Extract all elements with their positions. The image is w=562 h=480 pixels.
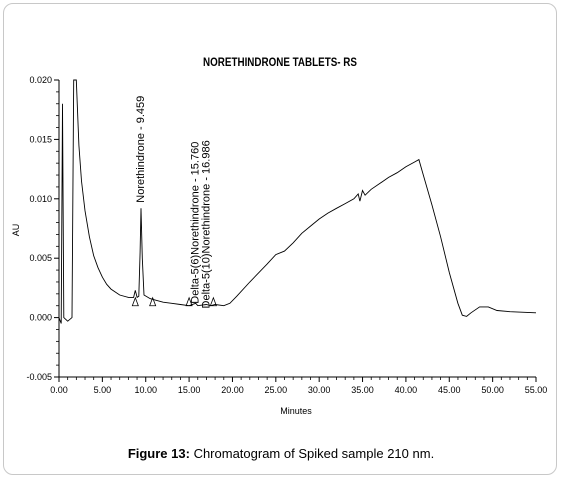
axes	[58, 80, 536, 378]
y-axis-label: AU	[11, 224, 21, 237]
peak-label: Norethindrone - 9.459	[135, 96, 147, 203]
figure-frame	[3, 3, 557, 475]
x-tick-label: 40.00	[395, 385, 418, 395]
x-tick-label: 55.00	[525, 385, 548, 395]
x-tick-label: 45.00	[438, 385, 461, 395]
y-tick-label: 0.015	[29, 134, 52, 144]
baseline-marker	[149, 296, 157, 307]
peak-label: Delta-5(10)Norethindrone - 16.986	[200, 140, 212, 308]
baseline-marker	[131, 296, 139, 307]
y-tick-label: 0.020	[29, 75, 52, 85]
chromatogram-chart: NORETHINDRONE TABLETS- RS 0.00 5.00 10.00 1…	[11, 56, 547, 416]
x-tick-label: 50.00	[481, 385, 504, 395]
y-tick-label: 0.010	[29, 194, 52, 204]
peak-labels: Norethindrone - 9.459 Delta-5(6)Norethind…	[135, 96, 212, 309]
caption-text: Chromatogram of Spiked sample 210 nm.	[193, 446, 435, 461]
x-axis-label: Minutes	[280, 406, 312, 416]
x-tick-label: 30.00	[308, 385, 331, 395]
x-tick-label: 25.00	[265, 385, 288, 395]
y-tick-label: -0.005	[26, 372, 52, 382]
x-tick-label: 35.00	[351, 385, 374, 395]
chart-title: NORETHINDRONE TABLETS- RS	[203, 56, 357, 69]
x-tick-label: 15.00	[178, 385, 201, 395]
axis-ticks: 0.00 5.00 10.00 15.00 20.00 25.00 30.00 35.00 40…	[26, 75, 547, 395]
x-tick-label: 5.00	[94, 385, 112, 395]
figure-caption: Figure 13: Chromatogram of Spiked sample…	[0, 446, 562, 461]
peak-label: Delta-5(6)Norethindrone - 15.760	[190, 142, 202, 304]
caption-label: Figure 13:	[127, 446, 190, 461]
x-tick-label: 20.00	[221, 385, 244, 395]
x-tick-label: 10.00	[134, 385, 157, 395]
x-tick-label: 0.00	[50, 385, 68, 395]
y-tick-label: 0.000	[29, 313, 52, 323]
y-tick-label: 0.005	[29, 253, 52, 263]
chromatogram-trace	[58, 79, 537, 324]
baseline-marker	[209, 296, 217, 307]
